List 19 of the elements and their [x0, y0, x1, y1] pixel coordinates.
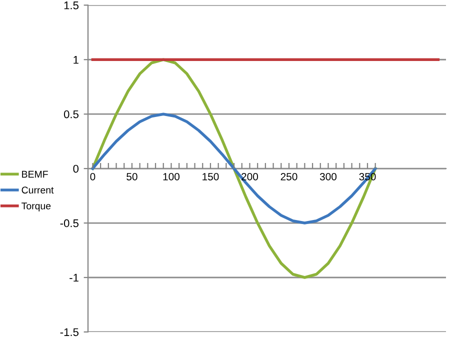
y-tick-label: -1: [70, 274, 78, 282]
x-tick-label: 200: [242, 173, 258, 180]
line-series: [91, 58, 377, 279]
legend-label: Torque: [22, 202, 51, 212]
x-tick-label: 150: [202, 173, 219, 180]
line-series: [91, 112, 377, 224]
x-tick-label: 100: [163, 173, 180, 180]
x-tick-label: 250: [280, 173, 298, 180]
x-tick-label: 0: [90, 173, 96, 180]
y-tick-label: 1: [74, 56, 78, 64]
legend-label: BEMF: [22, 170, 48, 178]
x-tick-label: 300: [320, 173, 337, 180]
y-tick-label: 1.5: [64, 2, 79, 10]
y-tick-label: -1.5: [60, 328, 79, 336]
x-tick-label: 50: [126, 173, 138, 180]
legend-label: Current: [22, 186, 54, 194]
y-tick-label: -0.5: [60, 219, 79, 228]
y-tick-label: 0.5: [64, 110, 79, 118]
y-tick-label: 0: [73, 164, 79, 173]
